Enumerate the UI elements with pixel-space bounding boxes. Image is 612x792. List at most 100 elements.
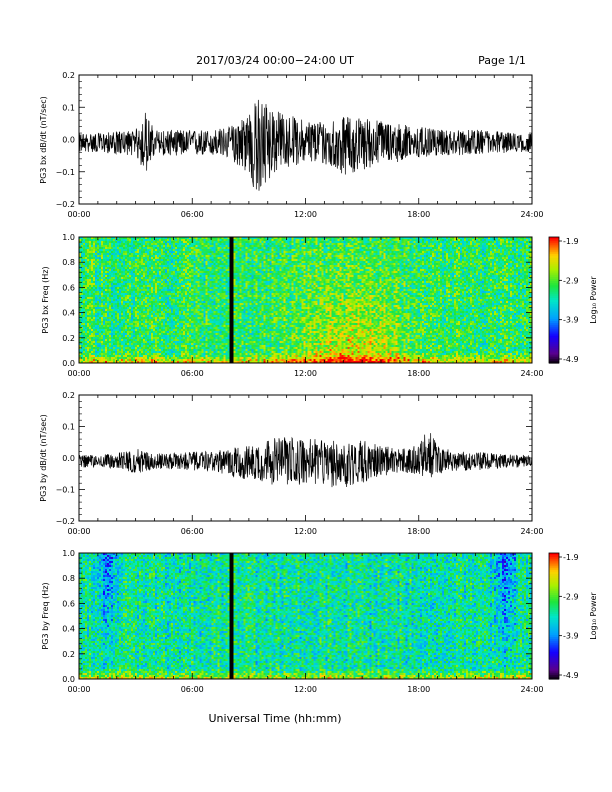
by-dbdt-ylabel: PG3 by dB/dt (nT/sec) bbox=[39, 414, 48, 501]
colorbar-segment bbox=[549, 300, 559, 303]
colorbar-by: -1.9 -2.9 -3.9 -4.9 Log₁₀ Power bbox=[548, 552, 598, 680]
colorbar-tick-label: -4.9 bbox=[563, 671, 579, 680]
colorbar-segment bbox=[549, 670, 559, 674]
colorbar-segment bbox=[549, 306, 559, 309]
y-tick-label: −0.2 bbox=[56, 200, 75, 209]
colorbar-segment bbox=[549, 289, 559, 293]
colorbar-segment bbox=[549, 360, 559, 364]
x-tick-label: 24:00 bbox=[520, 685, 543, 694]
x-tick-label: 00:00 bbox=[67, 210, 90, 219]
y-tick-label: 0.6 bbox=[62, 283, 75, 292]
x-tick-label: 24:00 bbox=[520, 527, 543, 536]
colorbar-segment bbox=[549, 658, 559, 661]
x-tick-label: 12:00 bbox=[294, 527, 317, 536]
colorbar-label: Log₁₀ Power bbox=[589, 276, 598, 324]
colorbar-segment bbox=[549, 639, 559, 642]
panel-bx-spectrogram: 00:00 06:00 12:00 18:00 24:00 1.0 0.8 0.6 0.4 0.2… bbox=[41, 233, 598, 378]
colorbar-segment bbox=[549, 622, 559, 625]
colorbar-segment bbox=[549, 291, 559, 295]
y-tick-label: 0.0 bbox=[62, 675, 75, 684]
x-tick-label: 06:00 bbox=[181, 527, 204, 536]
x-tick-label: 18:00 bbox=[407, 685, 430, 694]
bx-spectrogram-image bbox=[79, 237, 532, 363]
colorbar-segment bbox=[549, 346, 559, 349]
colorbar-segment bbox=[549, 247, 559, 251]
colorbar-segment bbox=[549, 243, 559, 246]
colorbar-segment bbox=[549, 249, 559, 253]
x-tick-label: 00:00 bbox=[67, 685, 90, 694]
colorbar-segment bbox=[549, 344, 559, 347]
colorbar-segment bbox=[549, 314, 559, 318]
colorbar-segment bbox=[549, 645, 559, 649]
colorbar-segment bbox=[549, 628, 559, 632]
colorbar-segment bbox=[549, 597, 559, 600]
colorbar-segment bbox=[549, 605, 559, 609]
x-tick-label: 24:00 bbox=[520, 369, 543, 378]
colorbar-segment bbox=[549, 651, 559, 655]
colorbar-segment bbox=[549, 358, 559, 362]
colorbar-segment bbox=[549, 620, 559, 623]
colorbar-segment bbox=[549, 584, 559, 588]
colorbar-segment bbox=[549, 339, 559, 343]
y-tick-label: 1.0 bbox=[62, 549, 75, 558]
colorbar-segment bbox=[549, 574, 559, 577]
colorbar-segment bbox=[549, 260, 559, 263]
colorbar-segment bbox=[549, 270, 559, 274]
colorbar-segment bbox=[549, 616, 559, 619]
colorbar-segment bbox=[549, 611, 559, 615]
colorbar-segment bbox=[549, 563, 559, 567]
y-tick-label: 0.2 bbox=[62, 334, 75, 343]
colorbar-segment bbox=[549, 561, 559, 565]
colorbar-segment bbox=[549, 308, 559, 312]
colorbar-segment bbox=[549, 321, 559, 324]
colorbar-segment bbox=[549, 272, 559, 276]
x-tick-label: 06:00 bbox=[181, 210, 204, 219]
bx-spectrogram-ticks: 00:00 06:00 12:00 18:00 24:00 1.0 0.8 0.6 0.4 0.2… bbox=[62, 233, 543, 378]
colorbar-segment bbox=[549, 588, 559, 592]
colorbar-segment bbox=[549, 582, 559, 586]
colorbar-segment bbox=[549, 285, 559, 288]
colorbar-segment bbox=[549, 304, 559, 307]
page-indicator: Page 1/1 bbox=[478, 54, 526, 67]
x-tick-label: 12:00 bbox=[294, 685, 317, 694]
colorbar-segment bbox=[549, 664, 559, 667]
by-spectrogram-image bbox=[79, 553, 532, 679]
x-tick-label: 06:00 bbox=[181, 369, 204, 378]
colorbar-bx: -1.9 -2.9 -3.9 -4.9 Log₁₀ Power bbox=[548, 236, 598, 364]
colorbar-segment bbox=[549, 601, 559, 604]
y-tick-label: 0.8 bbox=[62, 258, 75, 267]
colorbar-segment bbox=[549, 262, 559, 265]
colorbar-segment bbox=[549, 580, 559, 583]
colorbar-segment bbox=[549, 302, 559, 305]
colorbar-segment bbox=[549, 283, 559, 286]
colorbar-segment bbox=[549, 316, 559, 320]
colorbar-segment bbox=[549, 333, 559, 337]
colorbar-segment bbox=[549, 634, 559, 638]
colorbar-segment bbox=[549, 674, 559, 678]
x-tick-label: 00:00 bbox=[67, 369, 90, 378]
panel-by-spectrogram: 00:00 06:00 12:00 18:00 24:00 1.0 0.8 0.6 0.4 0.2… bbox=[41, 549, 598, 694]
colorbar-segment bbox=[549, 356, 559, 360]
y-tick-label: 0.6 bbox=[62, 599, 75, 608]
colorbar-segment bbox=[549, 279, 559, 282]
colorbar-segment bbox=[549, 281, 559, 284]
colorbar-segment bbox=[549, 274, 559, 278]
colorbar-segment bbox=[549, 342, 559, 345]
colorbar-segment bbox=[549, 653, 559, 657]
panel-by-dbdt: 00:00 06:00 12:00 18:00 24:00 0.2 0.1 0.0 −0.1 −0… bbox=[39, 391, 544, 536]
colorbar-segment bbox=[549, 672, 559, 676]
colorbar-segment bbox=[549, 354, 559, 358]
colorbar-segment bbox=[549, 255, 559, 259]
y-tick-label: 0.1 bbox=[62, 423, 75, 432]
colorbar-segment bbox=[549, 287, 559, 291]
colorbar-segment bbox=[549, 666, 559, 670]
colorbar-segment bbox=[549, 266, 559, 270]
colorbar-tick-label: -4.9 bbox=[563, 355, 579, 364]
x-axis-label: Universal Time (hh:mm) bbox=[209, 712, 342, 725]
colorbar-segment bbox=[549, 310, 559, 314]
colorbar-segment bbox=[549, 586, 559, 590]
x-tick-label: 12:00 bbox=[294, 210, 317, 219]
colorbar-tick-label: -1.9 bbox=[563, 553, 579, 562]
colorbar-segment bbox=[549, 571, 559, 575]
colorbar-segment bbox=[549, 641, 559, 644]
